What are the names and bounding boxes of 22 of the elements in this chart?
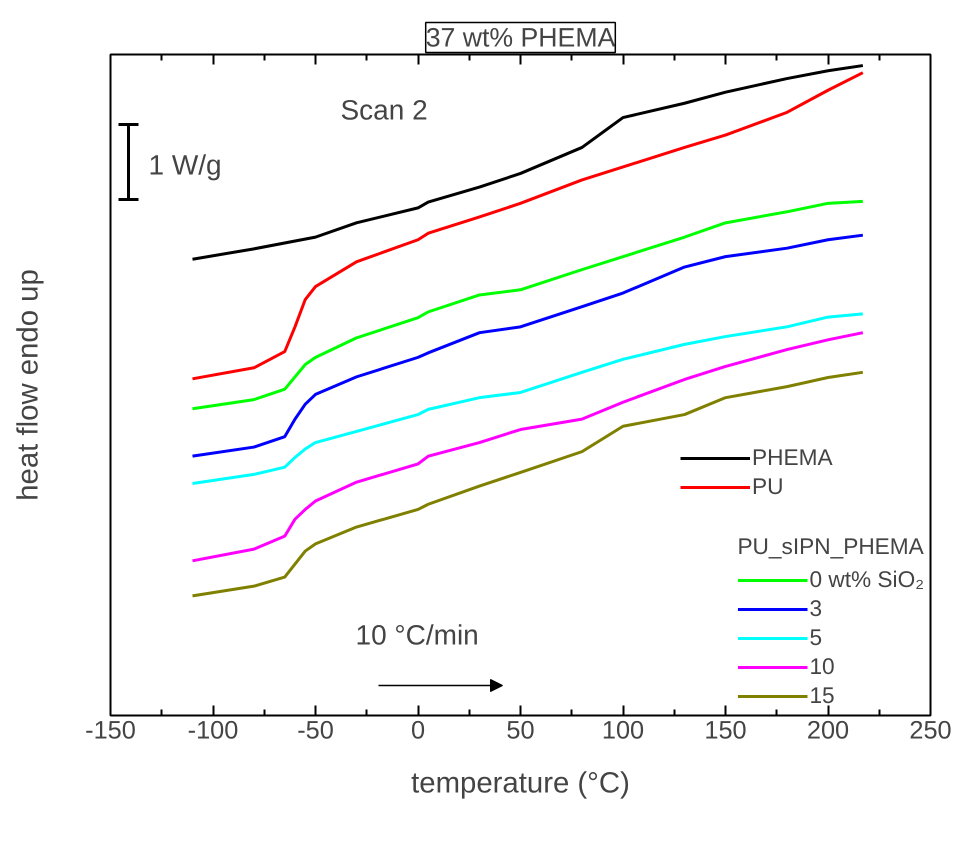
legend-label: PHEMA: [752, 444, 833, 471]
legend-label: 0 wt% SiO₂: [809, 566, 924, 593]
x-tick-label: 50: [506, 716, 535, 744]
x-tick-label: 250: [909, 716, 952, 744]
legend-label: 5: [809, 624, 824, 651]
x-tick-label: 0: [410, 716, 426, 744]
legend-label: 3: [809, 595, 824, 622]
annotation: Scan 2: [340, 94, 428, 126]
x-tick-label: 100: [602, 716, 644, 744]
x-tick-label: -50: [297, 716, 334, 744]
annotation: 10 °C/min: [356, 620, 479, 650]
legend-label: PU: [752, 473, 784, 500]
legend-label: 15: [809, 682, 835, 709]
legend-title: PU_sIPN_PHEMA: [737, 533, 924, 560]
annotation: 1 W/g: [148, 150, 222, 180]
x-tick-label: -100: [188, 716, 238, 744]
x-tick-label: 150: [704, 716, 747, 744]
x-tick-label: 200: [806, 716, 850, 744]
legend-label: 10: [809, 653, 835, 680]
y-axis-title: heat flow endo up: [12, 269, 44, 501]
x-tick-label: -150: [85, 716, 136, 744]
x-axis-title: temperature (°C): [411, 766, 630, 800]
